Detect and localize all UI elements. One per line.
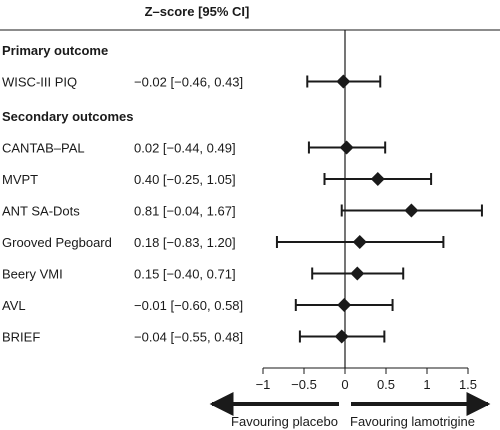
ci-text: 0.15 [−0.40, 0.71] — [134, 267, 236, 282]
outcome-label: Beery VMI — [2, 267, 63, 282]
x-axis-ticks: −1 −0.5 0 0.5 1 1.5 — [256, 368, 477, 392]
point-estimate — [404, 203, 419, 218]
outcome-label: Grooved Pegboard — [2, 235, 112, 250]
ci-text: 0.02 [−0.44, 0.49] — [134, 141, 236, 156]
point-estimate — [339, 140, 354, 155]
rows-layer: Primary outcome WISC-III PIQ −0.02 [−0.46,… — [2, 30, 483, 368]
x-tick-label: 1 — [423, 377, 430, 392]
point-estimate — [334, 329, 349, 344]
point-estimate — [352, 235, 367, 249]
direction-label-left: Favouring placebo — [231, 414, 338, 429]
x-tick-label: 0 — [341, 377, 348, 392]
group-title: Secondary outcomes — [2, 109, 134, 124]
ci-text: 0.81 [−0.04, 1.67] — [134, 204, 236, 219]
ci-text: −0.04 [−0.55, 0.48] — [134, 330, 243, 345]
point-estimate — [350, 266, 365, 281]
x-tick-label: −1 — [256, 377, 271, 392]
outcome-label: ANT SA-Dots — [2, 204, 80, 219]
column-header: Z–score [95% CI] — [145, 4, 250, 19]
point-estimate — [336, 74, 351, 89]
x-tick-label: −0.5 — [291, 377, 317, 392]
outcome-label: CANTAB–PAL — [2, 141, 85, 156]
x-tick-label: 0.5 — [377, 377, 395, 392]
ci-text: −0.02 [−0.46, 0.43] — [134, 75, 243, 90]
outcome-label: MVPT — [2, 172, 38, 187]
outcome-label: BRIEF — [2, 330, 40, 345]
point-estimate — [337, 298, 352, 312]
ci-text: 0.18 [−0.83, 1.20] — [134, 235, 236, 250]
group-title: Primary outcome — [2, 43, 108, 58]
direction-label-right: Favouring lamotrigine — [350, 414, 475, 429]
ci-text: −0.01 [−0.60, 0.58] — [134, 298, 243, 313]
ci-text: 0.40 [−0.25, 1.05] — [134, 172, 236, 187]
x-tick-label: 1.5 — [459, 377, 477, 392]
outcome-label: WISC-III PIQ — [2, 75, 77, 90]
point-estimate — [370, 172, 385, 186]
outcome-label: AVL — [2, 298, 26, 313]
